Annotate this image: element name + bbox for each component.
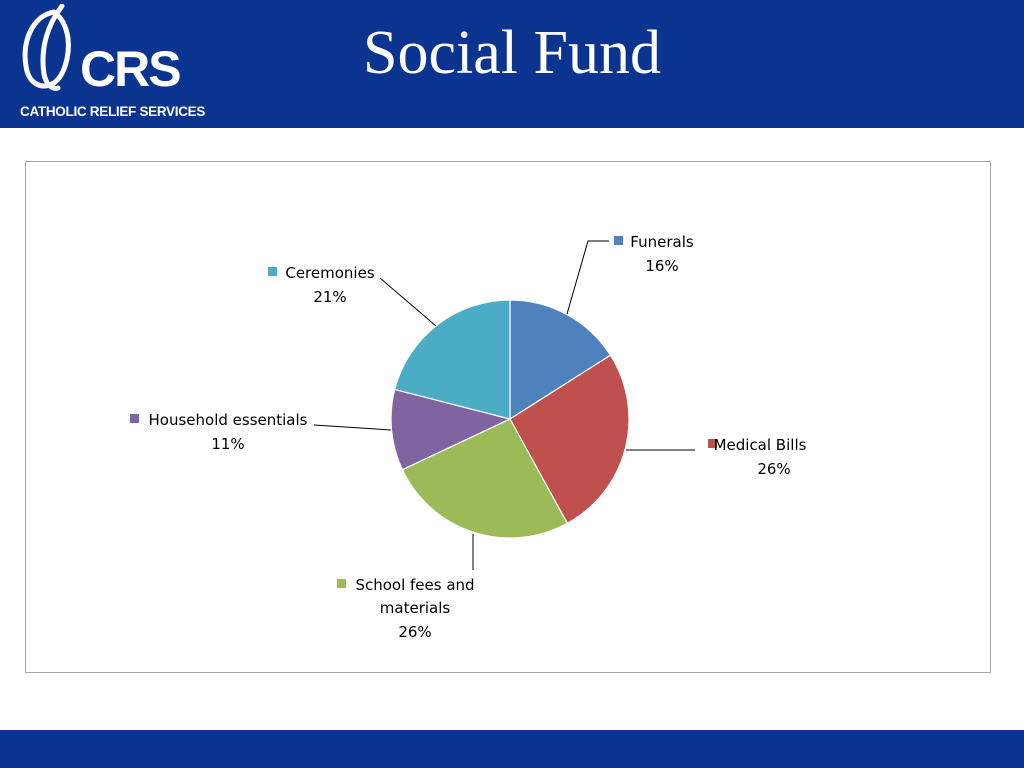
slide-footer: [0, 730, 1024, 768]
data-label-name-school-fees-and-materials: materials: [380, 599, 451, 617]
legend-key-funerals: [614, 236, 623, 245]
data-label-name-school-fees-and-materials: School fees and: [355, 576, 474, 594]
data-label-name-medical-bills: Medical Bills: [714, 436, 807, 454]
pie-slice-school-fees-and-materials: [401, 418, 569, 539]
pie-slice-funerals: [509, 299, 612, 421]
pie-slice-household-essentials: [390, 388, 512, 471]
crs-logo-mark-icon: [22, 4, 71, 91]
data-label-name-funerals: Funerals: [630, 233, 694, 251]
crs-logo: CRS CATHOLIC RELIEF SERVICES: [14, 4, 206, 122]
pie-slice-ceremonies: [394, 299, 511, 420]
data-label-value-ceremonies: 21%: [313, 288, 346, 306]
data-label-value-medical-bills: 26%: [757, 460, 790, 478]
data-label-value-school-fees-and-materials: 26%: [398, 623, 431, 641]
legend-key-household-essentials: [130, 414, 139, 423]
legend-key-ceremonies: [268, 267, 277, 276]
data-label-value-household-essentials: 11%: [211, 435, 244, 453]
slide-title: Social Fund: [363, 19, 661, 87]
data-label-name-household-essentials: Household essentials: [149, 411, 308, 429]
logo-letters: CRS: [80, 41, 182, 97]
pie-slice-medical-bills: [509, 354, 630, 525]
slide-header: CRS CATHOLIC RELIEF SERVICES Social Fund: [0, 0, 1024, 128]
leader-line-funerals: [566, 240, 609, 315]
data-label-name-ceremonies: Ceremonies: [285, 264, 374, 282]
data-label-value-funerals: 16%: [645, 257, 678, 275]
leader-line-ceremonies: [379, 277, 437, 327]
leader-line-household-essentials: [313, 424, 392, 431]
legend-key-school-fees-and-materials: [337, 579, 346, 588]
legend-key-medical-bills: [708, 439, 717, 448]
logo-subtitle: CATHOLIC RELIEF SERVICES: [20, 104, 206, 119]
